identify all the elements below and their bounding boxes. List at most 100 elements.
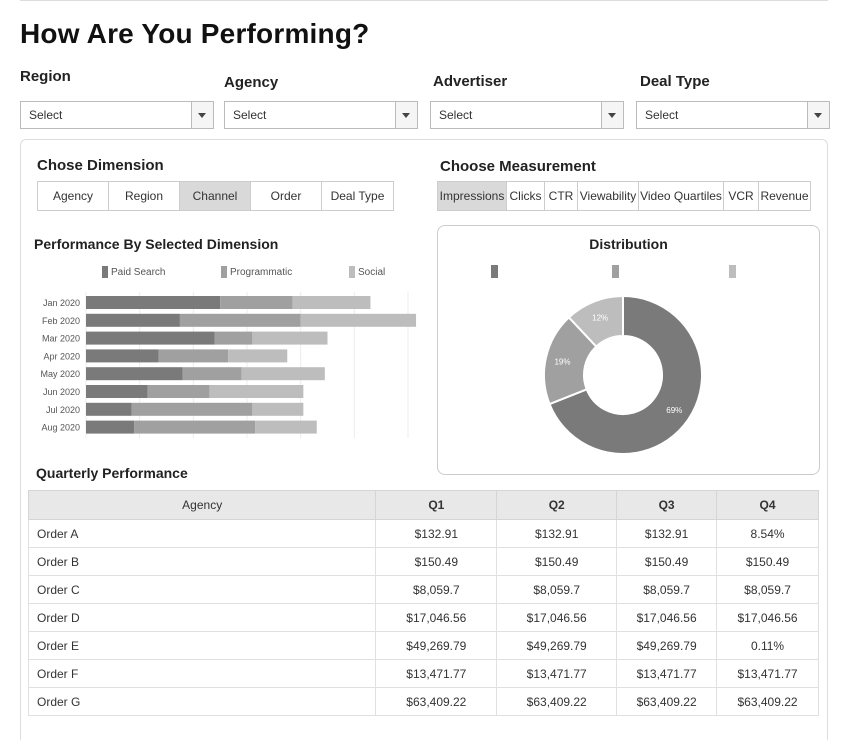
- distribution-legend-swatch-3: [729, 265, 736, 278]
- donut-slice: [548, 294, 703, 455]
- bar-segment: [86, 385, 148, 398]
- table-row: Order E $49,269.79 $49,269.79 $49,269.79…: [27, 631, 819, 660]
- deal-type-select[interactable]: Select: [636, 101, 830, 129]
- cell-q3: $63,409.22: [616, 687, 718, 716]
- region-select[interactable]: Select: [20, 101, 214, 129]
- cell-q4: $63,409.22: [716, 687, 819, 716]
- agency-select[interactable]: Select: [224, 101, 418, 129]
- dimension-tab-region[interactable]: Region: [109, 182, 180, 210]
- col-header-q3[interactable]: Q3: [616, 490, 718, 520]
- quarterly-title: Quarterly Performance: [36, 465, 188, 481]
- bar-segment: [158, 349, 229, 363]
- cell-agency: Order B: [27, 547, 377, 576]
- cell-agency: Order E: [27, 631, 377, 660]
- caret-down-icon: [198, 113, 206, 118]
- donut-slice-label: 69%: [666, 406, 682, 415]
- agency-select-value: Select: [233, 108, 267, 122]
- legend-label-paid-search: Paid Search: [111, 266, 166, 278]
- bar-segment: [228, 349, 288, 363]
- col-header-q4[interactable]: Q4: [716, 490, 819, 520]
- bar-category-label: Jul 2020: [46, 405, 80, 415]
- bar-segment: [220, 296, 293, 309]
- dimension-tab-channel[interactable]: Channel: [180, 182, 251, 210]
- advertiser-dropdown-button[interactable]: [601, 102, 623, 128]
- cell-q2: $8,059.7: [496, 575, 618, 604]
- legend-swatch-programmatic: [221, 266, 227, 278]
- measurement-tab-vcr[interactable]: VCR: [724, 182, 759, 210]
- deal-type-select-value: Select: [645, 108, 679, 122]
- col-header-q1[interactable]: Q1: [375, 490, 498, 520]
- measurement-tabs: Impressions Clicks CTR Viewability Video…: [437, 181, 811, 211]
- measurement-tab-ctr[interactable]: CTR: [545, 182, 578, 210]
- cell-q4: 0.11%: [716, 631, 819, 660]
- donut-chart-title: Distribution: [589, 236, 668, 252]
- donut-slice-label: 12%: [592, 313, 608, 322]
- dimension-tab-order[interactable]: Order: [251, 182, 322, 210]
- legend-social: Social: [349, 266, 385, 278]
- bar-segment: [86, 402, 132, 416]
- dashboard-panel: [20, 139, 828, 740]
- distribution-legend-swatch-1: [491, 265, 498, 278]
- cell-agency: Order A: [27, 519, 377, 548]
- bar-category-label: Mar 2020: [42, 334, 80, 344]
- dimension-tab-deal-type[interactable]: Deal Type: [330, 189, 385, 203]
- bar-segment: [134, 420, 256, 434]
- bar-segment: [300, 313, 417, 327]
- bar-segment: [252, 402, 304, 416]
- region-filter-label: Region: [20, 68, 71, 85]
- caret-down-icon: [608, 113, 616, 118]
- legend-label-social: Social: [358, 266, 386, 278]
- measurement-tab-viewability[interactable]: Viewability: [578, 182, 639, 210]
- col-header-agency[interactable]: Agency: [27, 490, 377, 520]
- table-row: Order F $13,471.77 $13,471.77 $13,471.77…: [27, 659, 819, 688]
- cell-q4: $150.49: [716, 547, 819, 576]
- measurement-tab-video-quartiles[interactable]: Video Quartiles: [639, 182, 724, 210]
- agency-filter-label: Agency: [224, 74, 279, 91]
- cell-q2: $150.49: [496, 547, 618, 576]
- cell-q4: $17,046.56: [716, 603, 819, 632]
- caret-down-icon: [402, 113, 410, 118]
- cell-agency: Order C: [27, 575, 377, 604]
- bar-category-label: Feb 2020: [42, 316, 80, 326]
- measurement-tab-clicks[interactable]: Clicks: [507, 182, 545, 210]
- bar-segment: [86, 296, 221, 309]
- region-select-value: Select: [29, 108, 63, 122]
- bar-category-label: Jun 2020: [43, 387, 80, 397]
- cell-q3: $17,046.56: [616, 603, 718, 632]
- agency-dropdown-button[interactable]: [395, 102, 417, 128]
- bar-segment: [292, 296, 371, 309]
- legend-paid-search: Paid Search: [102, 266, 165, 278]
- advertiser-select[interactable]: Select: [430, 101, 624, 129]
- donut-chart: 69% 19% 12%: [543, 294, 703, 455]
- measurement-tab-impressions[interactable]: Impressions: [438, 182, 507, 210]
- bar-segment: [255, 420, 317, 434]
- measurement-tab-revenue[interactable]: Revenue: [760, 189, 809, 203]
- dimension-tab-agency[interactable]: Agency: [38, 182, 109, 210]
- donut-slice-label: 19%: [554, 357, 570, 366]
- col-header-q2[interactable]: Q2: [496, 490, 618, 520]
- bar-chart: Jan 2020 Feb 2020 Mar 2020 Apr 2020 May 2020…: [40, 292, 417, 438]
- page-title: How Are You Performing?: [20, 18, 370, 49]
- cell-q3: $8,059.7: [616, 575, 718, 604]
- region-dropdown-button[interactable]: [191, 102, 213, 128]
- bar-segment: [179, 313, 301, 327]
- cell-q1: $150.49: [375, 547, 498, 576]
- top-divider: [20, 0, 828, 1]
- donut-slice: [567, 294, 624, 348]
- table-row: Order B $150.49 $150.49 $150.49 $150.49: [27, 547, 819, 576]
- dimension-title: Chose Dimension: [37, 157, 164, 174]
- bar-segment: [86, 420, 135, 434]
- table-row: Order D $17,046.56 $17,046.56 $17,046.56…: [27, 603, 819, 632]
- deal-type-dropdown-button[interactable]: [807, 102, 829, 128]
- cell-q1: $17,046.56: [375, 603, 498, 632]
- table-row: Order G $63,409.22 $63,409.22 $63,409.22…: [27, 687, 819, 716]
- bar-segment: [86, 367, 183, 381]
- cell-q3: $132.91: [616, 519, 718, 548]
- legend-swatch-social: [349, 266, 355, 278]
- cell-agency: Order D: [27, 603, 377, 632]
- bar-chart-title: Performance By Selected Dimension: [34, 236, 279, 252]
- cell-q3: $13,471.77: [616, 659, 718, 688]
- distribution-legend-swatch-2: [612, 265, 619, 278]
- table-row: Order C $8,059.7 $8,059.7 $8,059.7 $8,05…: [27, 575, 819, 604]
- cell-q1: $13,471.77: [375, 659, 498, 688]
